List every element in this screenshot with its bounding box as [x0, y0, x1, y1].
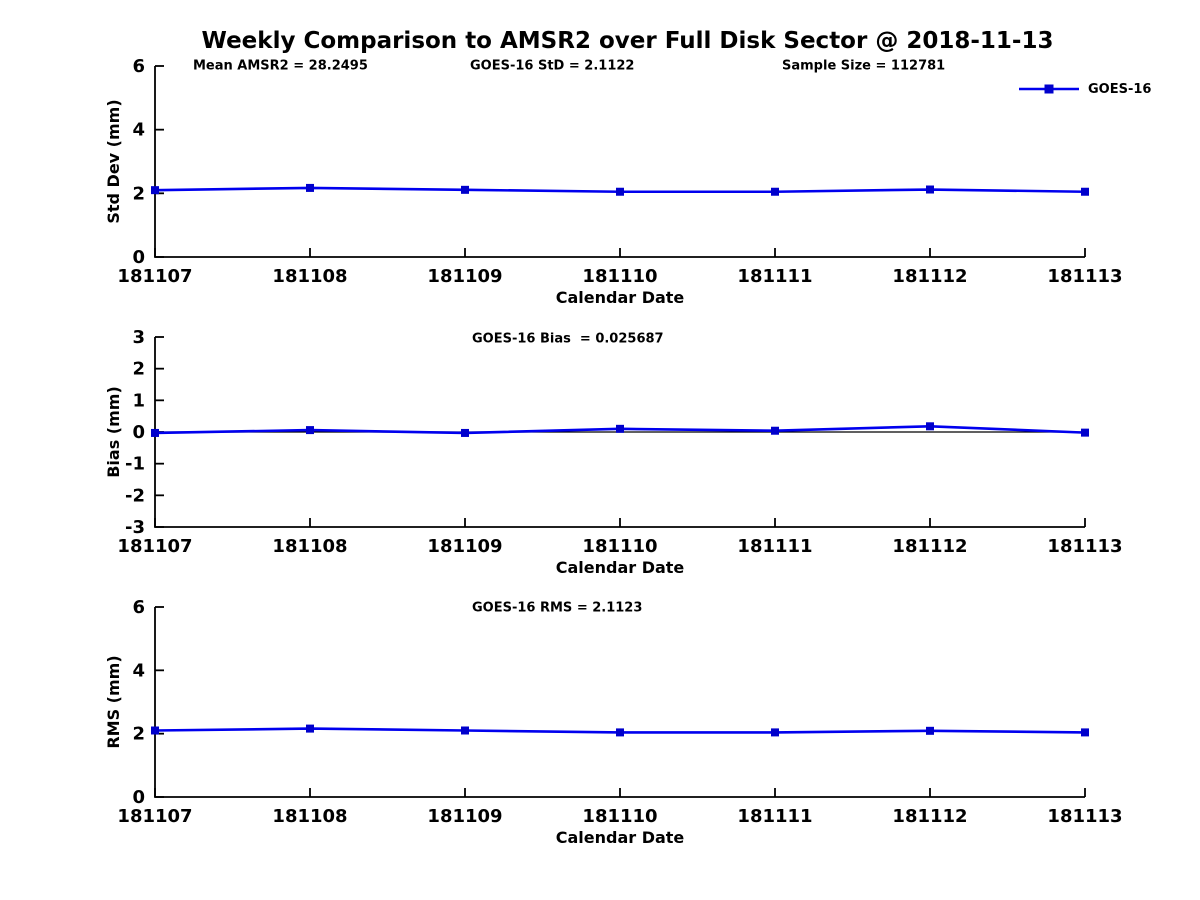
data-marker — [1081, 728, 1089, 737]
x-tick-label: 181111 — [737, 266, 812, 287]
data-marker — [1081, 187, 1089, 196]
y-tick-label: 0 — [132, 422, 145, 443]
y-tick-label: -3 — [125, 517, 145, 538]
y-axis-label: Bias (mm) — [104, 386, 123, 478]
panel-annotation: GOES-16 RMS = 2.1123 — [472, 601, 642, 616]
y-tick-label: 1 — [132, 390, 145, 411]
data-marker — [151, 428, 159, 437]
data-marker — [771, 728, 779, 737]
y-tick-label: 4 — [132, 120, 145, 141]
x-tick-label: 181110 — [582, 806, 657, 827]
data-marker — [616, 728, 624, 737]
x-axis-label: Calendar Date — [556, 558, 685, 577]
y-tick-label: 6 — [132, 597, 145, 618]
chart-title: Weekly Comparison to AMSR2 over Full Dis… — [201, 28, 1054, 54]
x-tick-label: 181109 — [427, 266, 502, 287]
y-tick-label: 2 — [132, 724, 145, 745]
panel-annotation: Sample Size = 112781 — [782, 59, 945, 74]
x-tick-label: 181113 — [1047, 806, 1122, 827]
data-marker — [616, 187, 624, 196]
x-tick-label: 181107 — [117, 536, 192, 557]
y-tick-label: 3 — [132, 327, 145, 348]
x-tick-label: 181113 — [1047, 536, 1122, 557]
legend-line-sample-icon — [1019, 84, 1079, 94]
data-marker — [616, 424, 624, 433]
data-marker — [306, 724, 314, 733]
data-marker — [306, 426, 314, 435]
x-tick-label: 181111 — [737, 806, 812, 827]
x-tick-label: 181108 — [272, 266, 347, 287]
data-marker — [461, 428, 469, 437]
x-tick-label: 181112 — [892, 806, 967, 827]
x-tick-label: 181112 — [892, 266, 967, 287]
y-tick-label: 4 — [132, 660, 145, 681]
x-tick-label: 181113 — [1047, 266, 1122, 287]
data-marker — [771, 187, 779, 196]
x-tick-label: 181107 — [117, 806, 192, 827]
data-marker — [151, 186, 159, 195]
y-tick-label: 0 — [132, 787, 145, 808]
x-tick-label: 181109 — [427, 536, 502, 557]
y-axis-label: RMS (mm) — [104, 655, 123, 748]
panel-annotation: Mean AMSR2 = 28.2495 — [193, 59, 368, 74]
y-tick-label: 6 — [132, 56, 145, 77]
x-axis-label: Calendar Date — [556, 828, 685, 847]
data-marker — [151, 726, 159, 735]
data-marker — [461, 726, 469, 735]
y-tick-label: 0 — [132, 247, 145, 268]
data-marker — [926, 185, 934, 194]
data-marker — [771, 426, 779, 435]
panel-annotation: GOES-16 Bias = 0.025687 — [472, 332, 664, 347]
y-tick-label: 2 — [132, 183, 145, 204]
x-tick-label: 181109 — [427, 806, 502, 827]
data-marker — [926, 422, 934, 431]
x-axis-label: Calendar Date — [556, 288, 685, 307]
y-axis-label: Std Dev (mm) — [104, 99, 123, 223]
data-marker — [1081, 428, 1089, 437]
data-marker — [926, 726, 934, 735]
data-marker — [461, 185, 469, 194]
x-tick-label: 181111 — [737, 536, 812, 557]
panel-annotation: GOES-16 StD = 2.1122 — [470, 59, 634, 74]
data-marker — [306, 183, 314, 192]
legend: GOES-16 — [1018, 81, 1151, 97]
y-tick-label: 2 — [132, 359, 145, 380]
y-tick-label: -1 — [125, 454, 145, 475]
legend-entry-goes16: GOES-16 — [1088, 81, 1152, 97]
x-tick-label: 181112 — [892, 536, 967, 557]
x-tick-label: 181108 — [272, 536, 347, 557]
x-tick-label: 181110 — [582, 536, 657, 557]
x-tick-label: 181108 — [272, 806, 347, 827]
x-tick-label: 181110 — [582, 266, 657, 287]
x-tick-label: 181107 — [117, 266, 192, 287]
y-tick-label: -2 — [125, 485, 145, 506]
